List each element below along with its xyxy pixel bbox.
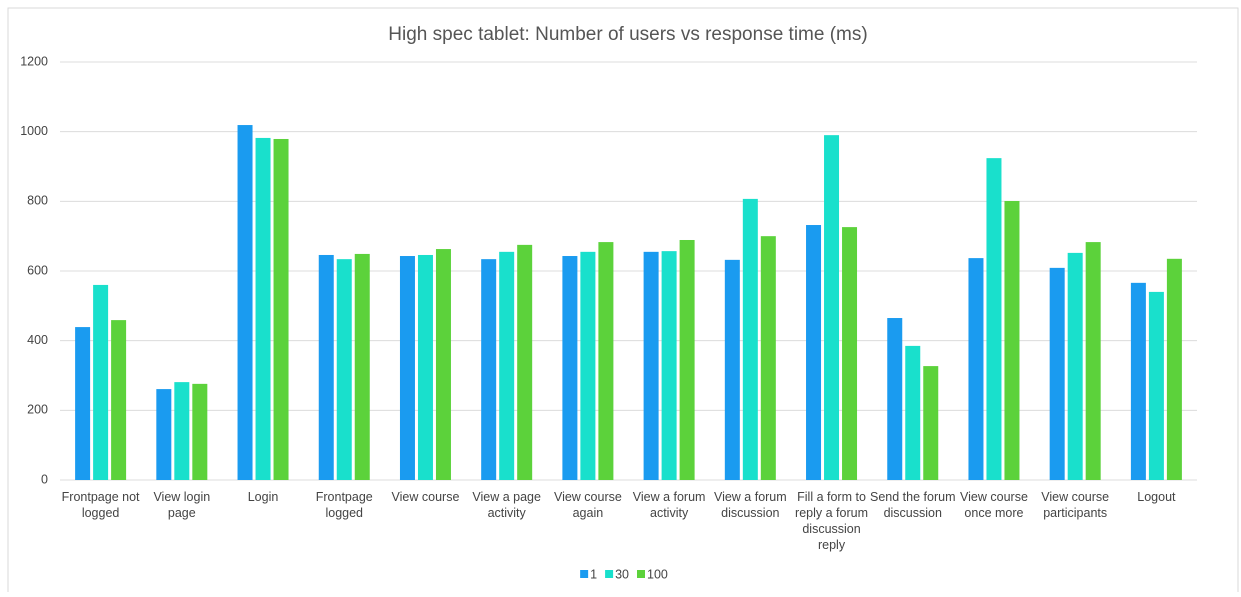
y-tick-label: 400	[27, 333, 48, 347]
bar	[742, 198, 758, 480]
bar	[1049, 267, 1065, 480]
bar	[598, 242, 614, 480]
bar	[1166, 258, 1182, 480]
bar	[399, 256, 415, 480]
bar	[354, 253, 370, 480]
bar	[1067, 252, 1083, 480]
bar	[679, 239, 695, 480]
legend-label: 30	[615, 567, 629, 581]
bar	[75, 327, 91, 480]
y-tick-label: 200	[27, 403, 48, 417]
x-tick-label: View a page activity	[472, 490, 541, 520]
bar	[517, 244, 533, 480]
y-tick-label: 600	[27, 263, 48, 277]
x-tick-label: View a forum discussion	[714, 490, 787, 520]
bar	[724, 259, 740, 480]
bar	[905, 345, 921, 480]
bar	[643, 251, 659, 480]
bar	[174, 382, 190, 480]
legend-label: 100	[647, 567, 668, 581]
bar	[417, 254, 433, 480]
x-tick-label: Frontpage not logged	[62, 490, 140, 520]
chart-border	[7, 7, 1239, 597]
bar	[580, 251, 596, 480]
bar	[1085, 242, 1101, 480]
x-tick-label: Login	[248, 490, 279, 504]
legend-swatch	[605, 570, 614, 578]
legend-swatch	[637, 570, 645, 578]
bar	[499, 251, 515, 480]
bar	[273, 138, 289, 480]
legend-label: 1	[590, 567, 597, 581]
bar	[481, 259, 497, 480]
x-tick-label: Frontpage logged	[316, 490, 373, 520]
y-tick-label: 1000	[20, 124, 48, 138]
bar	[806, 225, 822, 480]
bar	[842, 227, 858, 480]
bar	[237, 125, 253, 480]
bar	[318, 254, 334, 480]
x-tick-label: View course once more	[960, 490, 1028, 520]
chart-title: High spec tablet: Number of users vs res…	[388, 24, 867, 45]
legend: 1 30 100	[580, 567, 668, 581]
x-tick-label: Fill a form to reply a forum discussion rep…	[795, 490, 868, 552]
legend-swatch	[580, 570, 589, 578]
bar	[156, 389, 172, 480]
x-tick-label: View course	[392, 490, 460, 504]
y-tick-label: 1200	[20, 54, 48, 68]
bar	[923, 366, 939, 480]
y-tick-label: 0	[41, 472, 48, 486]
bar	[1130, 282, 1146, 480]
bar	[562, 256, 578, 480]
bar	[986, 158, 1002, 480]
bar	[336, 259, 352, 480]
bar	[1148, 291, 1164, 480]
bar	[760, 236, 776, 480]
bar	[93, 284, 109, 480]
bar	[435, 249, 451, 480]
x-tick-label: View login page	[153, 490, 210, 520]
bar	[255, 137, 271, 481]
x-tick-label: Send the forum discussion	[870, 490, 955, 520]
x-tick-label: View a forum activity	[633, 490, 706, 520]
x-tick-label: View course participants	[1041, 490, 1109, 520]
bar	[887, 318, 903, 480]
bar	[192, 383, 208, 480]
bar	[824, 135, 840, 480]
bar	[1004, 200, 1020, 481]
bar	[661, 251, 677, 480]
x-tick-label: View course again	[554, 490, 622, 520]
y-tick-label: 800	[27, 194, 48, 208]
x-tick-label: Logout	[1137, 490, 1176, 504]
bar	[968, 258, 984, 480]
bar	[111, 320, 127, 480]
